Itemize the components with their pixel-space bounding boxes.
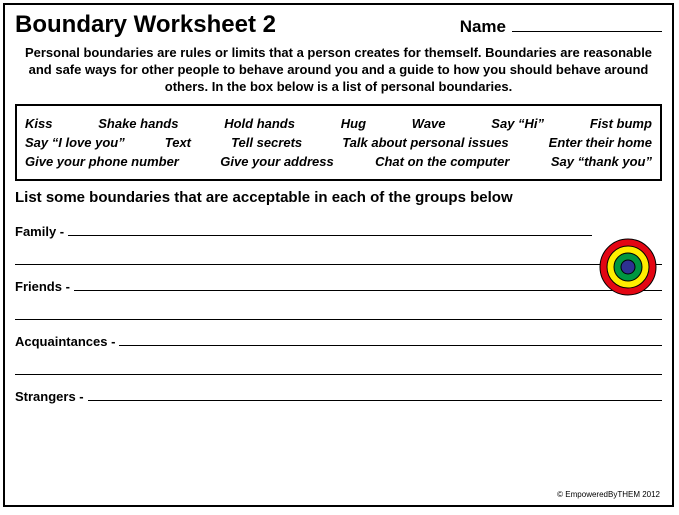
header-row: Boundary Worksheet 2 Name (15, 11, 662, 39)
box-item: Hold hands (224, 116, 295, 131)
box-row-3: Give your phone number Give your address… (25, 154, 652, 169)
instruction-text: List some boundaries that are acceptable… (15, 189, 662, 206)
group-label: Acquaintances - (15, 334, 115, 349)
box-item: Fist bump (590, 116, 652, 131)
group-label: Strangers - (15, 389, 84, 404)
box-item: Wave (412, 116, 446, 131)
box-item: Tell secrets (231, 135, 302, 150)
group-friends: Friends - (15, 279, 662, 320)
box-item: Shake hands (98, 116, 178, 131)
answer-line[interactable] (88, 389, 662, 401)
box-item: Give your address (220, 154, 333, 169)
box-item: Enter their home (549, 135, 652, 150)
box-item: Kiss (25, 116, 52, 131)
name-label: Name (460, 17, 506, 37)
answer-line[interactable] (15, 308, 662, 320)
box-item: Say “I love you” (25, 135, 125, 150)
boundaries-box: Kiss Shake hands Hold hands Hug Wave Say… (15, 104, 662, 181)
copyright-footer: © EmpoweredByTHEM 2012 (557, 490, 660, 499)
group-family: Family - (15, 224, 662, 265)
answer-line[interactable] (68, 224, 592, 236)
answer-line[interactable] (119, 334, 662, 346)
box-item: Say “Hi” (491, 116, 544, 131)
box-item: Hug (341, 116, 366, 131)
box-item: Say “thank you” (551, 154, 652, 169)
group-strangers: Strangers - (15, 389, 662, 404)
page-title: Boundary Worksheet 2 (15, 11, 276, 39)
groups-section: Family - Friends - Acquaintances - Stran… (15, 224, 662, 404)
answer-line[interactable] (74, 279, 662, 291)
group-label: Family - (15, 224, 64, 239)
box-item: Text (165, 135, 191, 150)
group-label: Friends - (15, 279, 70, 294)
answer-line[interactable] (15, 363, 662, 375)
name-input-line[interactable] (512, 18, 662, 32)
box-item: Chat on the computer (375, 154, 509, 169)
target-icon (598, 237, 658, 297)
box-row-1: Kiss Shake hands Hold hands Hug Wave Say… (25, 116, 652, 131)
intro-text: Personal boundaries are rules or limits … (19, 45, 658, 96)
box-row-2: Say “I love you” Text Tell secrets Talk … (25, 135, 652, 150)
answer-line[interactable] (15, 253, 662, 265)
worksheet-page: Boundary Worksheet 2 Name Personal bound… (3, 3, 674, 507)
name-block: Name (460, 17, 662, 37)
box-item: Give your phone number (25, 154, 179, 169)
box-item: Talk about personal issues (342, 135, 508, 150)
group-acquaintances: Acquaintances - (15, 334, 662, 375)
